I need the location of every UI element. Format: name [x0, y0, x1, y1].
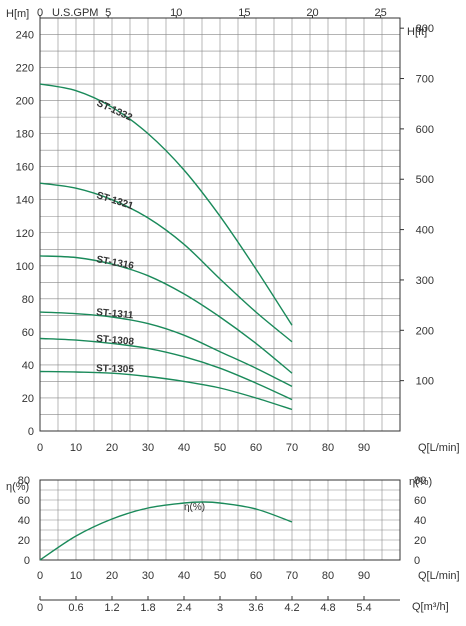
curve-label-st-1308: ST-1308 — [96, 333, 135, 347]
head-left-tick: 60 — [22, 327, 34, 339]
curve-label-st-1332: ST-1332 — [95, 98, 134, 124]
eff-x-tick: 10 — [70, 570, 82, 582]
head-x-tick: 80 — [322, 442, 334, 454]
head-plot-frame — [39, 17, 401, 432]
head-plot: H[m] 0 5 10 15 20 25U.S.GPMH[ft]02040608010012… — [6, 7, 460, 454]
eff-x-tick: 50 — [214, 570, 226, 582]
head-right-tick: 400 — [416, 225, 434, 237]
flow-axis-tick: 0 — [37, 602, 43, 614]
flow-axis-tick: 1.8 — [140, 602, 155, 614]
eff-x-tick: 40 — [178, 570, 190, 582]
head-left-tick: 120 — [16, 228, 34, 240]
head-curve-st-1305 — [39, 370, 293, 411]
head-left-tick: 240 — [16, 30, 34, 42]
eff-left-axis-label: η(%) — [6, 481, 29, 493]
head-curve-st-1321 — [39, 182, 293, 343]
eff-x-tick: 90 — [358, 570, 370, 582]
head-x-tick: 10 — [70, 442, 82, 454]
head-x-tick: 60 — [250, 442, 262, 454]
efficiency-curve-label: η(%) — [184, 502, 205, 513]
efficiency-curve — [39, 501, 293, 561]
head-x-tick: 30 — [142, 442, 154, 454]
eff-x-tick: 60 — [250, 570, 262, 582]
head-right-tick: 600 — [416, 124, 434, 136]
flow-axis: 0 0.6 1.2 1.8 2.4 3 3.6 4.2 4.8 5.4 Q[m³/h] — [37, 596, 449, 614]
eff-x-tick: 0 — [37, 570, 43, 582]
flow-axis-label: Q[m³/h] — [412, 601, 449, 613]
head-left-tick: 100 — [16, 261, 34, 273]
head-x-tick: 40 — [178, 442, 190, 454]
curve-label-st-1321: ST-1321 — [95, 190, 135, 212]
eff-left-tick: 60 — [18, 495, 30, 507]
head-x-tick: 20 — [106, 442, 118, 454]
head-right-tick: 200 — [416, 325, 434, 337]
eff-x-tick: 80 — [322, 570, 334, 582]
eff-plot-frame — [39, 479, 401, 561]
top-gpm-tick: 0 — [37, 7, 43, 19]
head-right-tick: 300 — [416, 275, 434, 287]
top-gpm-tick: 20 — [306, 7, 318, 19]
head-curve-st-1311 — [39, 311, 293, 388]
flow-axis-tick: 0.6 — [68, 602, 83, 614]
head-left-axis-label: H[m] — [6, 8, 29, 20]
head-x-tick: 90 — [358, 442, 370, 454]
head-curve-st-1332 — [39, 83, 293, 326]
head-right-axis-label: H[ft] — [407, 26, 427, 38]
eff-right-tick: 40 — [414, 515, 426, 527]
eff-right-axis-label: η(%) — [409, 476, 432, 488]
eff-right-tick: 20 — [414, 535, 426, 547]
head-left-tick: 40 — [22, 360, 34, 372]
head-left-tick: 20 — [22, 393, 34, 405]
eff-x-tick: 30 — [142, 570, 154, 582]
flow-axis-tick: 3 — [217, 602, 223, 614]
head-left-tick: 80 — [22, 294, 34, 306]
eff-x-axis-label: Q[L/min] — [418, 570, 460, 582]
curve-label-st-1316: ST-1316 — [95, 254, 135, 272]
head-x-tick: 50 — [214, 442, 226, 454]
head-x-tick: 0 — [37, 442, 43, 454]
head-x-axis-label: Q[L/min] — [418, 442, 460, 454]
eff-right-tick: 60 — [414, 495, 426, 507]
curve-label-st-1305: ST-1305 — [96, 363, 135, 375]
flow-axis-tick: 4.2 — [284, 602, 299, 614]
eff-right-tick: 80 — [414, 475, 426, 487]
head-left-tick: 140 — [16, 195, 34, 207]
top-gpm-tick: 10 — [170, 7, 182, 19]
curve-label-st-1311: ST-1311 — [96, 307, 135, 321]
head-x-tick: 70 — [286, 442, 298, 454]
head-right-tick: 500 — [416, 174, 434, 186]
flow-axis-tick: 3.6 — [248, 602, 263, 614]
eff-left-tick: 0 — [24, 555, 30, 567]
head-left-tick: 0 — [28, 426, 34, 438]
top-axis-label: U.S.GPM — [52, 7, 98, 19]
head-left-tick: 220 — [16, 63, 34, 75]
top-gpm-tick: 5 — [105, 7, 111, 19]
head-curve-st-1316 — [39, 255, 293, 374]
head-left-tick: 180 — [16, 129, 34, 141]
head-right-tick: 800 — [416, 23, 434, 35]
eff-left-tick: 80 — [18, 475, 30, 487]
eff-right-tick: 0 — [414, 555, 420, 567]
eff-x-tick: 70 — [286, 570, 298, 582]
flow-axis-tick: 4.8 — [320, 602, 335, 614]
flow-axis-tick: 2.4 — [176, 602, 191, 614]
head-curve-st-1308 — [39, 337, 293, 401]
flow-axis-tick: 5.4 — [356, 602, 371, 614]
eff-left-tick: 40 — [18, 515, 30, 527]
head-right-tick: 100 — [416, 376, 434, 388]
eff-x-tick: 20 — [106, 570, 118, 582]
top-gpm-tick: 15 — [238, 7, 250, 19]
top-gpm-tick: 25 — [375, 7, 387, 19]
flow-axis-tick: 1.2 — [104, 602, 119, 614]
eff-left-tick: 20 — [18, 535, 30, 547]
head-right-tick: 700 — [416, 74, 434, 86]
head-left-tick: 160 — [16, 162, 34, 174]
head-left-tick: 200 — [16, 96, 34, 108]
